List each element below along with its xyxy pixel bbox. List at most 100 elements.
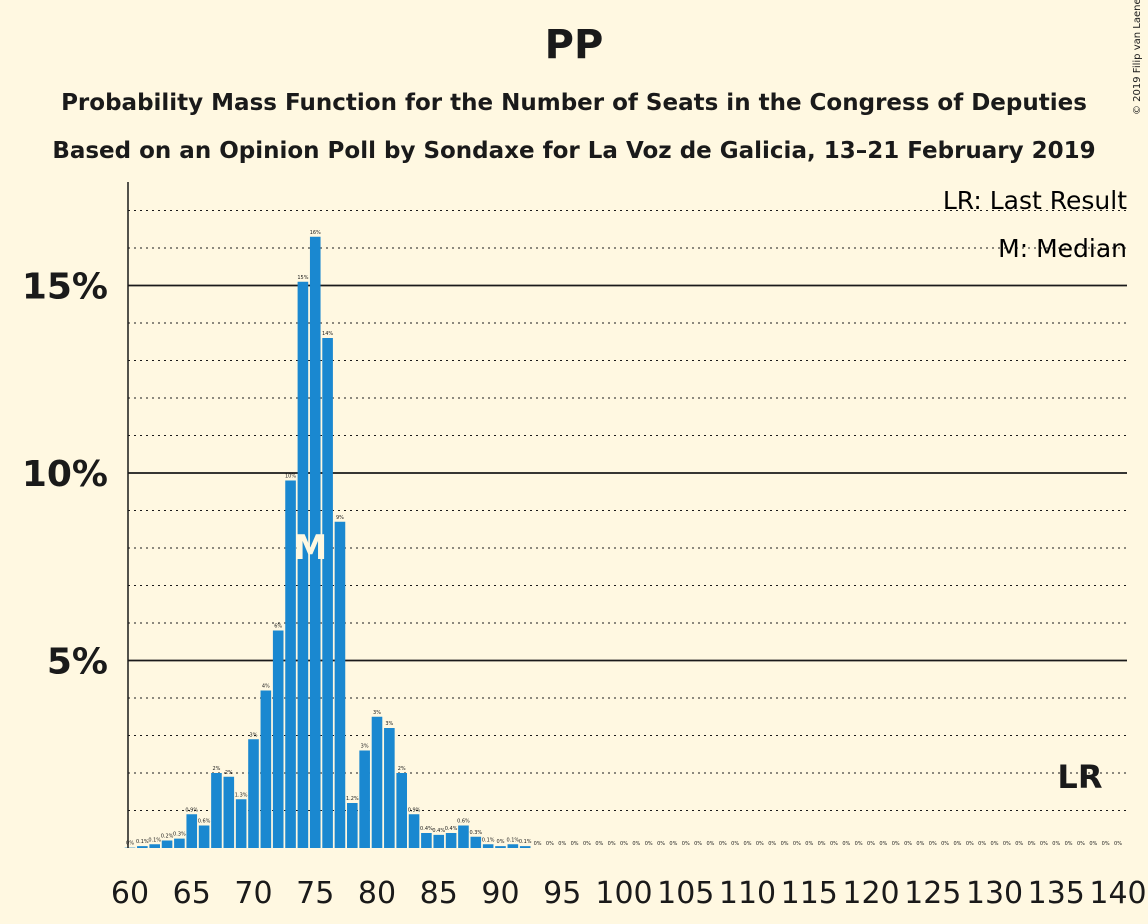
chart-subtitle: Probability Mass Function for the Number… [61,90,1087,116]
bar [260,690,272,848]
bar-value-label: 15% [297,275,308,281]
bar-value-label: 0% [1015,841,1023,847]
bar [421,833,432,848]
bar-value-label: 0% [929,841,937,847]
bar [322,338,333,848]
bar-value-label: 0.2% [161,834,174,840]
bar-value-label: 0.1% [482,837,495,843]
bar-value-label: 0% [805,841,813,847]
y-tick-label: 10% [22,454,108,495]
chart-title: PP [544,22,604,68]
x-tick-label: 125 [904,876,961,911]
bar-value-label: 3% [385,721,393,727]
bar [495,846,506,848]
x-tick-label: 75 [296,876,334,911]
bar-value-label: 1.3% [235,792,248,798]
bar-value-label: 14% [322,331,333,337]
gridlines [128,210,1127,811]
bar-value-label: 0% [731,841,739,847]
bar-value-label: 9% [336,515,344,521]
bar-value-label: 0% [1040,841,1048,847]
x-tick-label: 90 [481,876,519,911]
bar-value-label: 0.3% [469,830,482,836]
bar-value-label: 0.9% [408,807,421,813]
last-result-marker: LR [1057,758,1102,796]
bar-value-label: 0% [991,841,999,847]
legend-last-result: LR: Last Result [943,186,1127,215]
bar-value-label: 0% [756,841,764,847]
bar [334,521,346,848]
x-tick-label: 105 [657,876,714,911]
bar [371,716,383,848]
bar-value-label: 0% [682,841,690,847]
bar [309,236,321,848]
bar-value-label: 0% [978,841,986,847]
y-tick-label: 5% [47,642,108,683]
bar-value-label: 0% [620,841,628,847]
bar-value-label: 0% [558,841,566,847]
bar [347,803,358,848]
y-tick-label: 15% [22,267,108,308]
bar-value-label: 0% [953,841,961,847]
x-tick-label: 70 [234,876,272,911]
bar-value-label: 0% [571,841,579,847]
bar [396,773,407,848]
bar [223,776,235,848]
bar-value-label: 0% [595,841,603,847]
x-tick-label: 115 [781,876,838,911]
x-tick-label: 95 [543,876,581,911]
bar-value-label: 0% [632,841,640,847]
bar-value-label: 0% [1102,841,1110,847]
bar-value-label: 16% [310,230,321,236]
bar-value-label: 2% [225,770,233,776]
x-tick-label: 135 [1028,876,1085,911]
x-tick-label: 60 [111,876,149,911]
bar [186,814,198,848]
bar-value-label: 0.1% [136,839,149,845]
bar [519,846,531,848]
bar-value-label: 0% [719,841,727,847]
bar-value-label: 0% [879,841,887,847]
bar [470,836,482,848]
bar-value-label: 0% [793,841,801,847]
bar [149,844,160,848]
bar-value-label: 0.1% [506,837,519,843]
bar-value-label: 0% [904,841,912,847]
bar [433,834,445,848]
bar-value-label: 0.1% [519,839,532,845]
bar-value-label: 0.4% [445,826,458,832]
bar-value-label: 0% [706,841,714,847]
bars [124,236,531,848]
bar-value-label: 0% [744,841,752,847]
bar-value-label: 0% [583,841,591,847]
bar-value-label: 0% [1089,841,1097,847]
x-tick-label: 80 [358,876,396,911]
bar-value-label: 0.4% [432,828,445,834]
bar [482,844,494,848]
x-tick-labels: 60 65 70 75 80 85 90 95 100 105 110 115 120 125 130 135… [111,876,1147,911]
bar-value-label: 0.1% [148,837,161,843]
bar-value-label: 0% [916,841,924,847]
bar [297,281,309,848]
chart-source-line: Based on an Opinion Poll by Sondaxe for … [52,138,1096,164]
median-marker: M [293,528,327,568]
x-tick-label: 120 [842,876,899,911]
bar-value-label: 4% [262,684,270,690]
bar [359,750,370,848]
bar-value-label: 0.3% [173,832,186,838]
bar-value-label: 0% [818,841,826,847]
bar-value-label: 3% [373,710,381,716]
x-tick-label: 65 [173,876,211,911]
bar-value-label: 0.6% [457,819,470,825]
bar-value-label: 0% [126,841,134,847]
bar-value-label: 0% [534,841,542,847]
bar-value-label: 0% [768,841,776,847]
bar [211,773,222,848]
bar-value-label: 0% [1052,841,1060,847]
bar-value-label: 1.2% [346,796,359,802]
bar [445,833,457,848]
bar-value-label: 0.4% [420,826,433,832]
bar [408,814,420,848]
bar [174,838,185,848]
